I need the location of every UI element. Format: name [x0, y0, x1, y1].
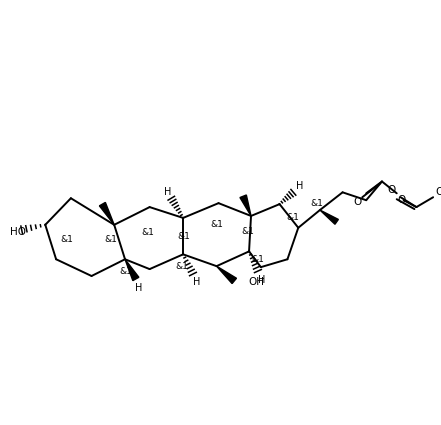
Text: H: H — [135, 283, 142, 293]
Text: &1: &1 — [286, 213, 299, 222]
Polygon shape — [240, 195, 251, 216]
Text: O: O — [435, 187, 441, 197]
Text: HO: HO — [10, 227, 26, 237]
Text: &1: &1 — [310, 198, 323, 208]
Text: O: O — [353, 197, 362, 207]
Text: H: H — [295, 181, 303, 191]
Text: &1: &1 — [210, 220, 223, 230]
Text: &1: &1 — [60, 235, 73, 244]
Text: &1: &1 — [242, 227, 254, 236]
Text: &1: &1 — [120, 266, 132, 275]
Text: OH: OH — [248, 277, 264, 287]
Polygon shape — [125, 259, 139, 280]
Text: &1: &1 — [105, 235, 118, 244]
Text: &1: &1 — [251, 255, 264, 264]
Text: &1: &1 — [178, 232, 191, 241]
Text: O: O — [397, 195, 406, 205]
Text: H: H — [164, 187, 171, 197]
Text: &1: &1 — [141, 228, 154, 237]
Polygon shape — [217, 266, 236, 283]
Text: H: H — [193, 277, 201, 287]
Text: &1: &1 — [176, 262, 189, 271]
Polygon shape — [99, 202, 114, 225]
Polygon shape — [320, 210, 338, 224]
Text: O: O — [388, 185, 396, 196]
Text: H: H — [258, 275, 265, 285]
